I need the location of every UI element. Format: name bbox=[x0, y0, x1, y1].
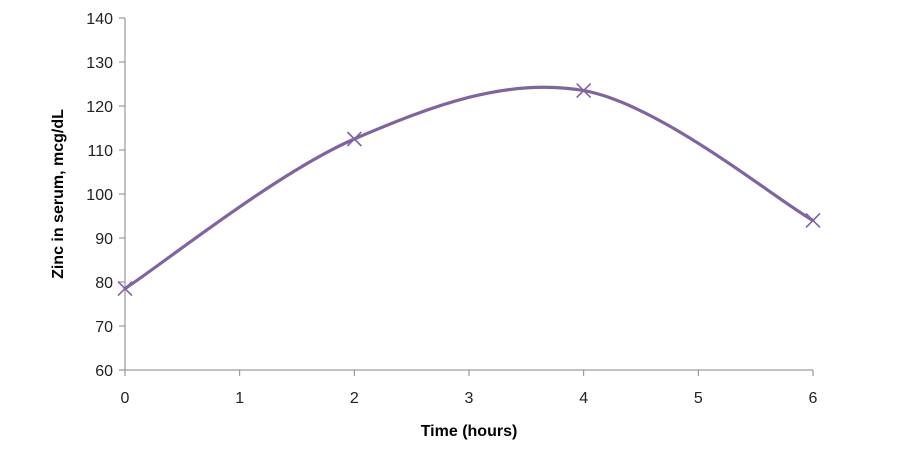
y-tick-label: 100 bbox=[86, 187, 113, 204]
y-tick-label: 60 bbox=[95, 363, 113, 380]
series-line bbox=[123, 85, 815, 291]
x-tick-label: 6 bbox=[809, 390, 818, 407]
y-tick-label: 130 bbox=[86, 55, 113, 72]
data-point-marker bbox=[576, 83, 592, 99]
x-tick-label: 1 bbox=[235, 390, 244, 407]
y-tick-label: 70 bbox=[95, 319, 113, 336]
x-tick-label: 0 bbox=[121, 390, 130, 407]
x-tick-label: 4 bbox=[579, 390, 588, 407]
y-tick-label: 110 bbox=[87, 143, 113, 160]
y-tick-label: 90 bbox=[95, 231, 113, 248]
y-tick-label: 80 bbox=[95, 275, 113, 292]
series-layer bbox=[117, 83, 821, 297]
y-tick-label: 140 bbox=[86, 11, 113, 28]
axes bbox=[124, 18, 813, 371]
y-axis-title: Zinc in serum, mcg/dL bbox=[50, 109, 67, 279]
x-tick-label: 5 bbox=[694, 390, 703, 407]
x-tick-label: 3 bbox=[465, 390, 474, 407]
data-point-marker bbox=[805, 212, 821, 228]
y-tick-label: 120 bbox=[86, 99, 113, 116]
x-axis-title: Time (hours) bbox=[421, 423, 518, 440]
y-ticks: 60 70 80 90 100 110 120 130 140 bbox=[86, 11, 125, 380]
data-point-marker bbox=[346, 131, 362, 147]
data-point-marker bbox=[117, 281, 133, 297]
x-ticks: 0 1 2 3 4 5 6 bbox=[121, 370, 818, 407]
x-tick-label: 2 bbox=[350, 390, 359, 407]
